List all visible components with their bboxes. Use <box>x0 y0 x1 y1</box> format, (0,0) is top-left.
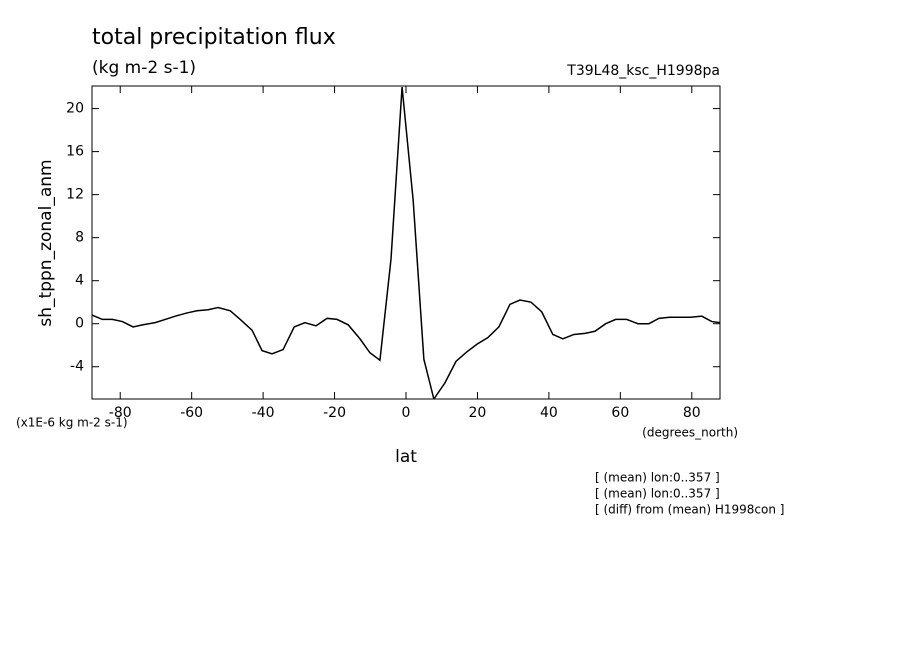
note: [ (mean) lon:0..357 ] <box>595 471 720 485</box>
x-axis-label: lat <box>395 447 417 467</box>
x-tick-label: 60 <box>611 405 629 421</box>
data-line <box>92 87 720 399</box>
y-tick-label: 20 <box>66 101 84 117</box>
y-tick-label: 8 <box>75 230 84 246</box>
y-tick-label: 16 <box>66 144 84 160</box>
run-label: T39L48_ksc_H1998pa <box>566 63 720 79</box>
x-tick-label: -60 <box>180 405 203 421</box>
x-tick-label: 80 <box>683 405 701 421</box>
x-tick-label: 0 <box>402 405 411 421</box>
y-unit-label: (x1E-6 kg m-2 s-1) <box>16 416 128 430</box>
y-axis-label: sh_tppn_zonal_anm <box>36 159 56 326</box>
x-tick-label: 20 <box>469 405 487 421</box>
chart-title: total precipitation flux <box>92 25 336 50</box>
y-tick-label: -4 <box>70 359 84 375</box>
x-tick-label: -20 <box>323 405 346 421</box>
x-tick-label: -40 <box>252 405 275 421</box>
note: [ (diff) from (mean) H1998con ] <box>595 503 784 517</box>
y-tick-label: 0 <box>75 316 84 332</box>
chart-subtitle: (kg m-2 s-1) <box>92 58 196 78</box>
x-unit-label: (degrees_north) <box>642 426 738 440</box>
y-tick-label: 4 <box>75 273 84 289</box>
note: [ (mean) lon:0..357 ] <box>595 487 720 501</box>
y-tick-label: 12 <box>66 187 84 203</box>
x-tick-label: -80 <box>109 405 132 421</box>
x-tick-label: 40 <box>540 405 558 421</box>
